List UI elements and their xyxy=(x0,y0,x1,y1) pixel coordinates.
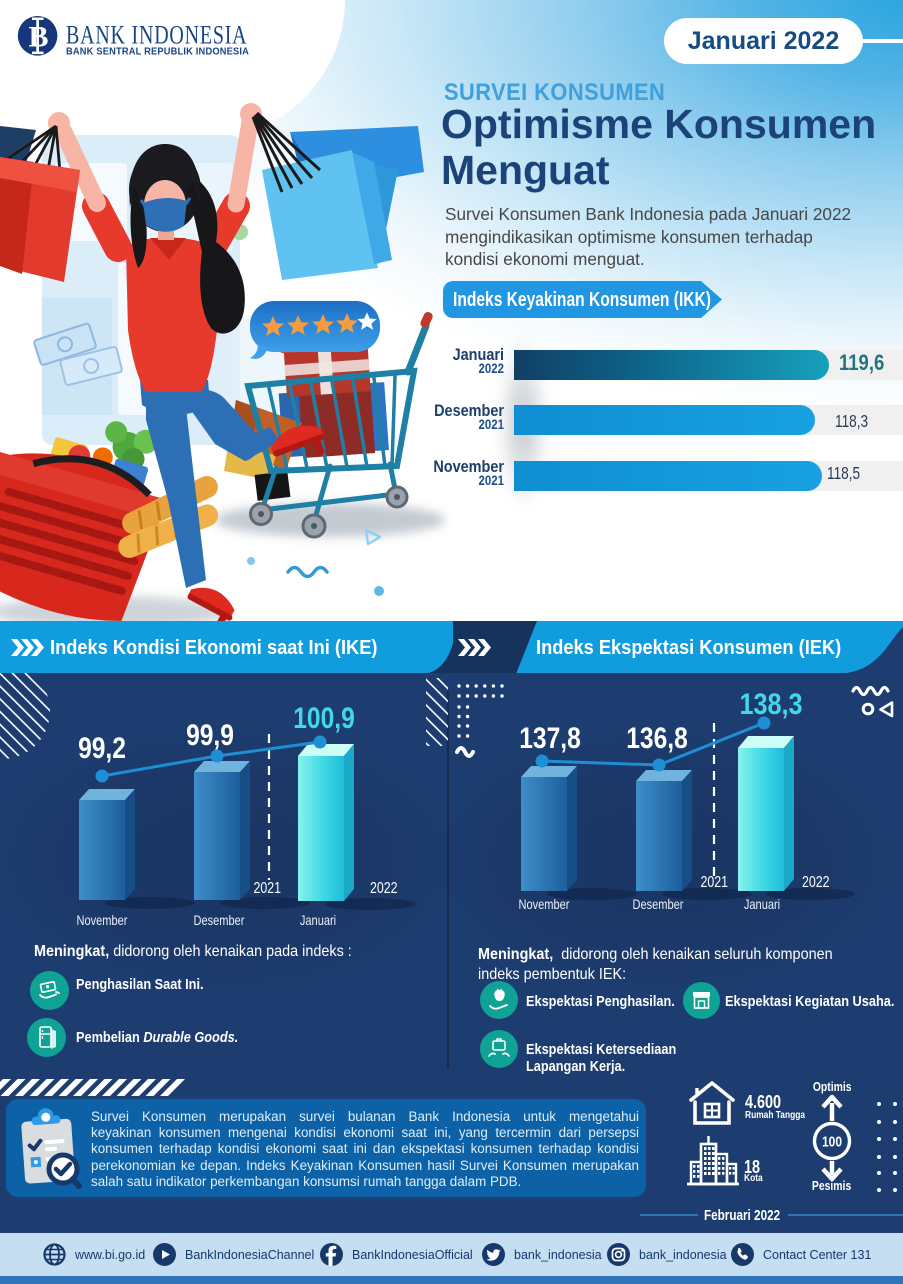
svg-text:100: 100 xyxy=(822,1133,842,1150)
svg-text:138,3: 138,3 xyxy=(739,693,802,720)
svg-text:Desember: Desember xyxy=(193,913,244,928)
svg-text:November: November xyxy=(518,897,569,912)
svg-text:Januari: Januari xyxy=(744,897,780,912)
svg-text:136,8: 136,8 xyxy=(626,721,688,755)
svg-text:2022: 2022 xyxy=(802,873,830,891)
svg-text:November: November xyxy=(76,913,127,928)
svg-text:2021: 2021 xyxy=(700,873,728,891)
svg-text:Desember: Desember xyxy=(632,897,683,912)
svg-text:99,9: 99,9 xyxy=(186,718,234,752)
svg-text:2022: 2022 xyxy=(370,879,398,897)
svg-text:100,9: 100,9 xyxy=(293,701,355,735)
svg-text:BANK SENTRAL REPUBLIK INDONESI: BANK SENTRAL REPUBLIK INDONESIA xyxy=(66,46,249,57)
svg-text:2021: 2021 xyxy=(253,879,281,897)
svg-text:137,8: 137,8 xyxy=(519,721,581,755)
svg-text:99,2: 99,2 xyxy=(78,731,126,765)
svg-text:BANK INDONESIA: BANK INDONESIA xyxy=(66,21,247,50)
svg-text:B: B xyxy=(28,21,48,54)
svg-text:Januari: Januari xyxy=(300,913,336,928)
